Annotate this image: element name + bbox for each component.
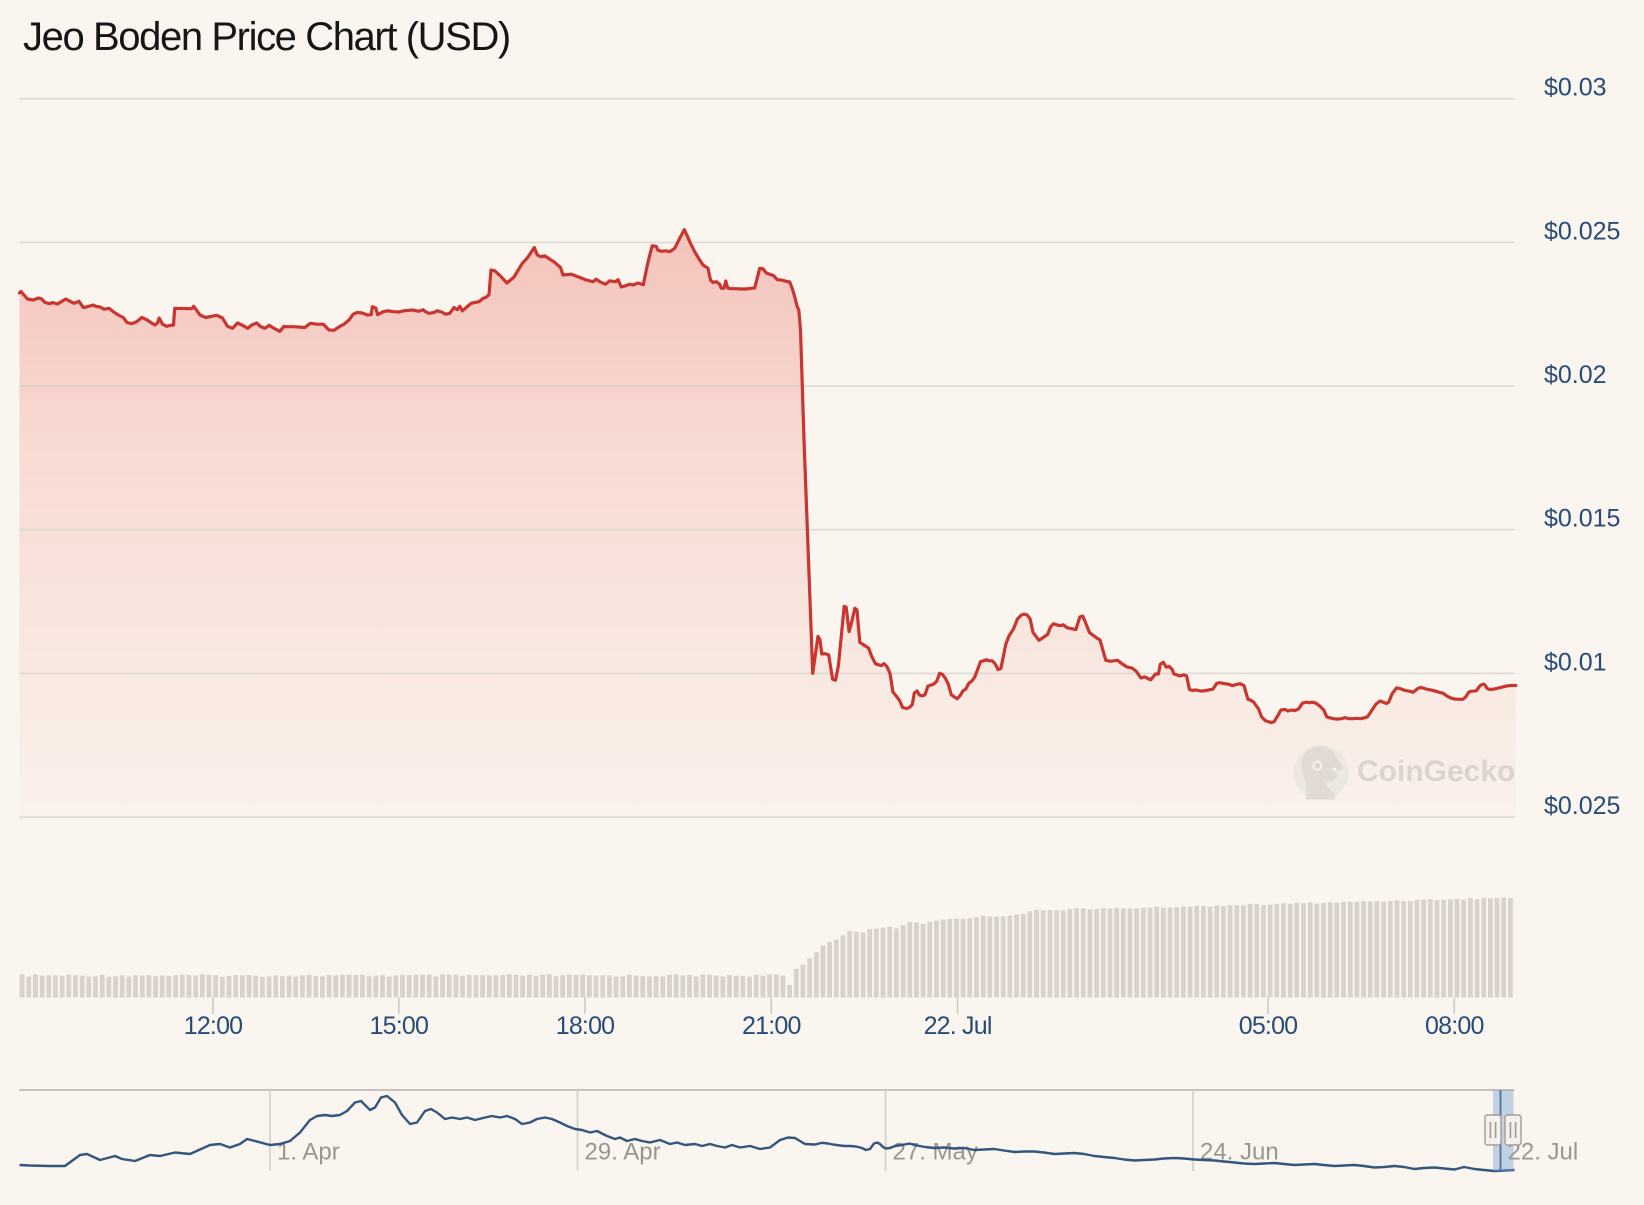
svg-text:CoinGecko: CoinGecko bbox=[1357, 755, 1515, 788]
svg-text:18:00: 18:00 bbox=[556, 1012, 615, 1040]
svg-text:$0.02: $0.02 bbox=[1544, 361, 1607, 389]
svg-text:21:00: 21:00 bbox=[742, 1012, 801, 1040]
svg-text:$0.025: $0.025 bbox=[1544, 792, 1620, 820]
svg-text:$0.015: $0.015 bbox=[1544, 505, 1620, 533]
svg-text:27. May: 27. May bbox=[893, 1139, 978, 1166]
svg-text:Jeo Boden Price Chart (USD): Jeo Boden Price Chart (USD) bbox=[23, 15, 510, 59]
svg-text:$0.01: $0.01 bbox=[1544, 648, 1607, 676]
svg-text:15:00: 15:00 bbox=[370, 1012, 429, 1040]
svg-text:12:00: 12:00 bbox=[184, 1012, 243, 1040]
svg-text:22. Jul: 22. Jul bbox=[924, 1012, 992, 1040]
svg-text:05:00: 05:00 bbox=[1239, 1012, 1298, 1040]
svg-text:$0.03: $0.03 bbox=[1544, 74, 1607, 102]
svg-text:$0.025: $0.025 bbox=[1544, 217, 1620, 245]
svg-text:08:00: 08:00 bbox=[1425, 1012, 1484, 1040]
